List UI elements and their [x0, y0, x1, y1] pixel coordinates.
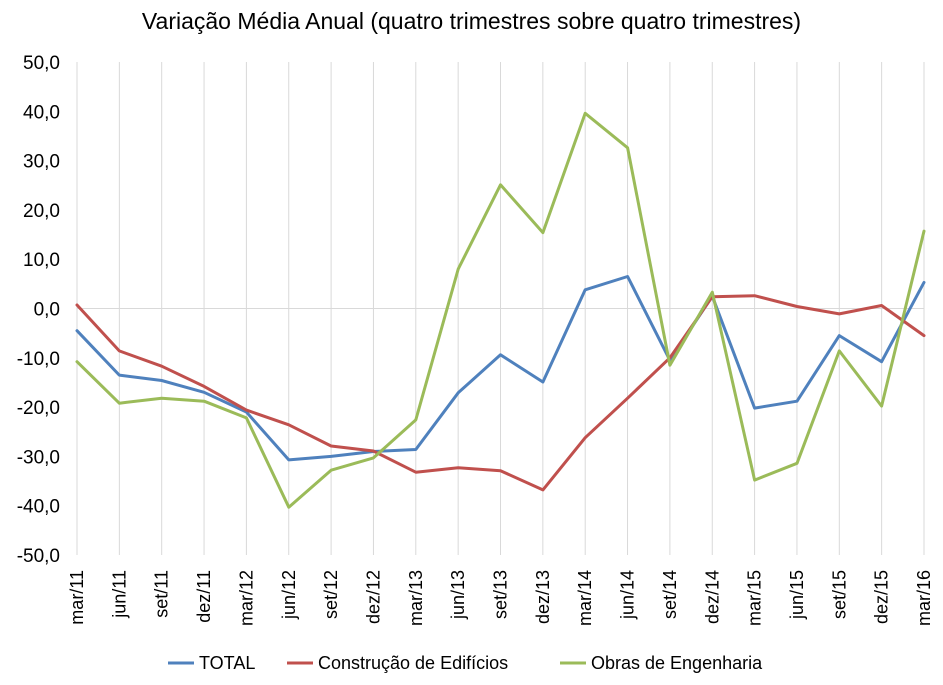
x-tick-label: mar/14 — [575, 570, 595, 626]
y-tick-label: 40,0 — [23, 102, 60, 123]
gridlines — [76, 62, 925, 555]
x-tick-label: dez/15 — [872, 570, 892, 624]
legend-label: Construção de Edifícios — [318, 653, 508, 673]
series-line-3 — [75, 111, 926, 509]
legend: TOTAL Construção de Edifícios Obras de Eng… — [168, 653, 763, 673]
x-tick-label: mar/15 — [745, 570, 765, 626]
legend-label: Obras de Engenharia — [591, 653, 763, 673]
x-tick-label: set/15 — [829, 570, 849, 619]
y-tick-label: -40,0 — [17, 497, 60, 518]
x-tick-label: jun/14 — [618, 570, 638, 620]
x-tick-label: set/13 — [491, 570, 511, 619]
series-line-2 — [75, 294, 926, 492]
x-tick-label: mar/13 — [406, 570, 426, 626]
y-tick-label: -20,0 — [17, 398, 60, 419]
x-tick-label: mar/16 — [914, 570, 934, 626]
y-tick-label: 0,0 — [34, 300, 60, 321]
x-tick-label: jun/11 — [109, 570, 129, 619]
y-axis: 50,0 40,0 30,0 20,0 10,0 0,0 -10,0 -20,0 -30,0 -4… — [17, 53, 60, 567]
y-tick-label: 20,0 — [23, 201, 60, 222]
x-tick-label: jun/15 — [787, 570, 807, 620]
x-tick-label: mar/11 — [67, 570, 87, 625]
x-tick-label: set/14 — [660, 570, 680, 619]
legend-label: TOTAL — [199, 653, 255, 673]
x-tick-label: dez/11 — [194, 570, 214, 623]
x-tick-label: jun/12 — [279, 570, 299, 620]
y-tick-label: -30,0 — [17, 447, 60, 468]
series-lines — [75, 111, 926, 509]
x-tick-label: dez/13 — [533, 570, 553, 624]
x-tick-label: set/12 — [321, 570, 341, 619]
y-tick-label: -50,0 — [17, 546, 60, 567]
x-tick-label: dez/12 — [363, 570, 383, 624]
x-axis: mar/11 jun/11 set/11 dez/11 mar/12 jun/12 set/… — [67, 570, 934, 626]
x-tick-label: jun/13 — [448, 570, 468, 620]
chart-title: Variação Média Anual (quatro trimestres … — [141, 8, 802, 34]
y-tick-label: 30,0 — [23, 152, 60, 173]
x-tick-label: dez/14 — [702, 570, 722, 624]
y-tick-label: 50,0 — [23, 53, 60, 74]
x-tick-label: set/11 — [152, 570, 172, 618]
y-tick-label: 10,0 — [23, 250, 60, 271]
series-line-1 — [75, 275, 926, 462]
y-tick-label: -10,0 — [17, 349, 60, 370]
x-tick-label: mar/12 — [236, 570, 256, 626]
